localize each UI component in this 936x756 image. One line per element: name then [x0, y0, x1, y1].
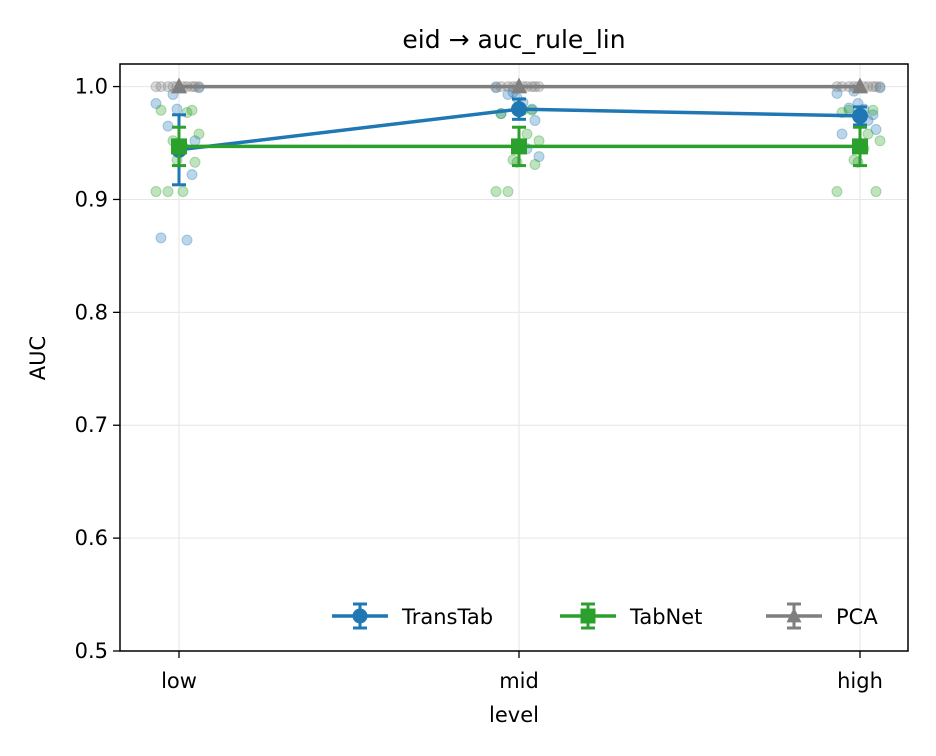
jitter-point-transtab	[171, 103, 183, 115]
jitter-point-transtab	[529, 114, 541, 126]
y-tick-label: 0.6	[75, 526, 108, 550]
jitter-point-transtab	[162, 120, 174, 132]
jitter-point-pca	[162, 81, 174, 93]
chart-title: eid → auc_rule_lin	[402, 25, 625, 54]
jitter-point-tabnet	[521, 128, 533, 140]
jitter-point-tabnet	[533, 135, 545, 147]
jitter-point-tabnet	[189, 156, 201, 168]
y-tick-label: 0.9	[75, 187, 108, 211]
series-pca	[171, 77, 868, 94]
legend-marker-transtab	[352, 608, 368, 624]
marker-tabnet	[852, 138, 868, 155]
jitter-point-tabnet	[874, 135, 886, 147]
jitter-point-transtab	[502, 88, 514, 100]
jitter-point-pca	[867, 81, 879, 93]
jitter-point-tabnet	[502, 186, 514, 198]
jitter-point-tabnet	[193, 128, 205, 140]
jitter-point-transtab	[836, 128, 848, 140]
jitter-point-pca	[150, 81, 162, 93]
legend-item-tabnet: TabNet	[560, 602, 702, 630]
jitter-point-transtab	[533, 151, 545, 163]
jitter-point-pca	[870, 81, 882, 93]
legend-item-transtab: TransTab	[332, 602, 493, 630]
legend-marker-tabnet	[580, 608, 596, 624]
y-axis-title: AUC	[26, 336, 50, 380]
jitter-point-transtab	[186, 169, 198, 181]
jitter-point-tabnet	[870, 186, 882, 198]
jitter-point-pca	[155, 81, 167, 93]
legend-label-transtab: TransTab	[401, 605, 493, 629]
y-tick-label: 0.8	[75, 300, 108, 324]
series-lines	[171, 77, 868, 187]
jitter-point-tabnet	[862, 128, 874, 140]
marker-tabnet	[171, 138, 187, 155]
jitter-point-tabnet	[177, 186, 189, 198]
legend: TransTab TabNet PCA	[332, 602, 878, 630]
marker-transtab	[511, 101, 527, 118]
legend-marker-pca	[786, 607, 802, 623]
jitter-point-transtab	[155, 232, 167, 244]
jitter-point-transtab	[181, 234, 193, 246]
legend-item-pca: PCA	[766, 602, 878, 630]
jitter-point-transtab	[831, 87, 843, 99]
jitter-point-tabnet	[186, 104, 198, 116]
x-tick-label: mid	[499, 669, 539, 693]
jitter-point-tabnet	[490, 186, 502, 198]
jitter-point-transtab	[867, 109, 879, 121]
marker-pca	[511, 77, 527, 94]
jitter-point-transtab	[150, 98, 162, 110]
jitter-point-tabnet	[150, 186, 162, 198]
y-tick-label: 0.5	[75, 639, 108, 663]
jitter-point-tabnet	[867, 104, 879, 116]
x-tick-label: low	[161, 669, 197, 693]
legend-label-pca: PCA	[836, 605, 878, 629]
marker-pca	[852, 77, 868, 94]
jitter-point-pca	[874, 81, 886, 93]
jitter-point-transtab	[874, 82, 886, 94]
jitter-point-tabnet	[162, 186, 174, 198]
x-tick-label: high	[837, 669, 883, 693]
plot-frame	[119, 63, 909, 652]
y-tick-label: 0.7	[75, 413, 108, 437]
jitter-point-tabnet	[831, 186, 843, 198]
jitter-point-transtab	[870, 123, 882, 135]
y-tick-label: 1.0	[75, 75, 108, 99]
axes: 0.5 0.6 0.7 0.8 0.9 1.0 low mid high	[75, 75, 883, 693]
legend-label-tabnet: TabNet	[629, 605, 702, 629]
x-axis-title: level	[489, 703, 539, 727]
marker-tabnet	[511, 138, 527, 155]
jitter-point-tabnet	[529, 158, 541, 170]
jitter-point-tabnet	[155, 104, 167, 116]
marker-pca	[171, 77, 187, 94]
marker-transtab	[852, 107, 868, 124]
series-tabnet	[171, 125, 868, 168]
